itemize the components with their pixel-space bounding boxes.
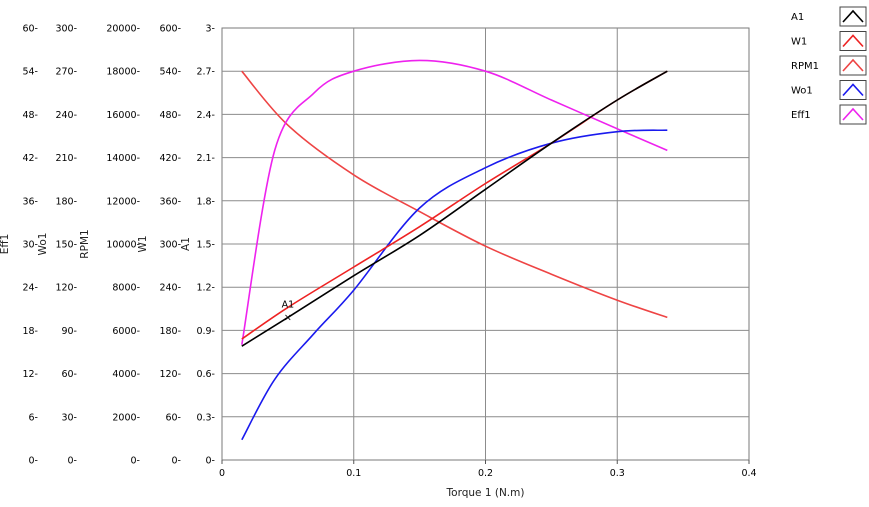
legend-swatch <box>839 31 867 51</box>
y-tick-label-a1: 1.5- <box>196 240 215 251</box>
x-tick-label: 0.4 <box>741 468 756 479</box>
y-tick-label-w1: 120- <box>159 369 181 380</box>
y-axis-title-w1: W1 <box>137 235 149 252</box>
y-tick-label-eff1: 30- <box>22 240 38 251</box>
y-tick-label-a1: 1.8- <box>196 196 215 207</box>
y-tick-label-w1: 360- <box>159 196 181 207</box>
y-tick-label-w1: 600- <box>159 24 181 35</box>
y-tick-label-eff1: 42- <box>22 153 38 164</box>
y-tick-label-a1: 1.2- <box>196 283 215 294</box>
y-tick-label-w1: 240- <box>159 283 181 294</box>
series-line-wo1 <box>241 129 668 441</box>
annotation-layer: × A1 <box>282 299 295 323</box>
legend-label: A1 <box>791 12 804 23</box>
y-tick-label-wo1: 270- <box>55 67 77 78</box>
y-tick-label-rpm1: 8000- <box>112 283 140 294</box>
x-tick-label: 0 <box>219 468 225 479</box>
x-tick-label: 0.3 <box>610 468 625 479</box>
y-tick-label-eff1: 12- <box>22 369 38 380</box>
legend-swatch <box>839 104 867 125</box>
legend-swatch <box>839 6 867 27</box>
legend-line <box>842 34 864 48</box>
y-tick-label-eff1: 0- <box>29 456 38 467</box>
y-tick-label-eff1: 36- <box>22 196 38 207</box>
y-tick-label-w1: 420- <box>159 153 181 164</box>
y-tick-label-a1: 0- <box>206 456 215 467</box>
legend-label: Eff1 <box>791 110 811 121</box>
y-axis-title-eff1: Eff1 <box>0 234 11 255</box>
y-tick-label-wo1: 30- <box>61 412 77 423</box>
y-axis-title-a1: A1 <box>180 237 192 251</box>
y-tick-label-a1: 2.7- <box>196 67 215 78</box>
legend: A1 W1 RPM1 Wo1 Eff1 <box>791 6 867 125</box>
series-line-eff1 <box>241 59 668 345</box>
legend-line <box>842 83 864 97</box>
series-layer <box>241 59 668 441</box>
y-tick-label-eff1: 24- <box>22 283 38 294</box>
legend-line <box>842 58 864 72</box>
y-tick-label-rpm1: 20000- <box>106 24 140 35</box>
y-tick-label-eff1: 18- <box>22 326 38 337</box>
y-tick-label-wo1: 90- <box>61 326 77 337</box>
y-tick-label-w1: 300- <box>159 240 181 251</box>
y-tick-label-rpm1: 4000- <box>112 369 140 380</box>
x-tick-label: 0.1 <box>346 468 361 479</box>
cursor-marker: × <box>284 312 292 323</box>
legend-line <box>842 107 864 121</box>
y-tick-label-rpm1: 18000- <box>106 67 140 78</box>
y-tick-label-rpm1: 0- <box>131 456 140 467</box>
series-line-a1 <box>241 70 668 347</box>
y-tick-label-wo1: 150- <box>55 240 77 251</box>
y-tick-label-w1: 180- <box>159 326 181 337</box>
y-tick-label-a1: 0.6- <box>196 369 215 380</box>
y-tick-label-rpm1: 10000- <box>106 240 140 251</box>
y-tick-label-wo1: 300- <box>55 24 77 35</box>
y-tick-label-rpm1: 12000- <box>106 196 140 207</box>
y-tick-label-wo1: 0- <box>68 456 77 467</box>
y-tick-label-wo1: 240- <box>55 110 77 121</box>
y-tick-label-eff1: 54- <box>22 67 38 78</box>
y-tick-label-rpm1: 6000- <box>112 326 140 337</box>
y-tick-label-wo1: 210- <box>55 153 77 164</box>
axes-layer: 0 0.1 0.2 0.3 0.4 Torque 1 (N.m) 0- 6- 12- 18- 24-… <box>0 24 757 500</box>
y-tick-label-w1: 480- <box>159 110 181 121</box>
y-tick-label-wo1: 120- <box>55 283 77 294</box>
y-tick-label-rpm1: 2000- <box>112 412 140 423</box>
y-axis-title-wo1: Wo1 <box>37 233 49 256</box>
y-tick-label-a1: 0.3- <box>196 412 215 423</box>
y-tick-label-wo1: 60- <box>61 369 77 380</box>
y-tick-label-a1: 2.1- <box>196 153 215 164</box>
y-tick-label-eff1: 60- <box>22 24 38 35</box>
legend-label: Wo1 <box>791 86 813 97</box>
legend-line <box>842 9 864 23</box>
y-tick-label-w1: 540- <box>159 67 181 78</box>
x-axis-title: Torque 1 (N.m) <box>446 487 525 499</box>
grid-layer <box>221 27 750 461</box>
legend-swatch <box>839 80 867 100</box>
y-axis-title-rpm1: RPM1 <box>79 229 91 258</box>
y-tick-label-a1: 0.9- <box>196 326 215 337</box>
y-tick-label-a1: 3- <box>206 24 215 35</box>
y-tick-label-wo1: 180- <box>55 196 77 207</box>
legend-label: RPM1 <box>791 61 819 72</box>
x-tick-label: 0.2 <box>478 468 493 479</box>
y-tick-label-rpm1: 16000- <box>106 110 140 121</box>
y-tick-label-a1: 2.4- <box>196 110 215 121</box>
legend-label: W1 <box>791 37 807 48</box>
series-line-rpm1 <box>241 70 668 319</box>
y-tick-label-w1: 60- <box>165 412 181 423</box>
legend-swatch <box>839 55 867 76</box>
cursor-label: A1 <box>282 299 295 310</box>
y-tick-label-eff1: 6- <box>29 412 38 423</box>
y-tick-label-eff1: 48- <box>22 110 38 121</box>
y-tick-label-w1: 0- <box>172 456 181 467</box>
y-tick-label-rpm1: 14000- <box>106 153 140 164</box>
